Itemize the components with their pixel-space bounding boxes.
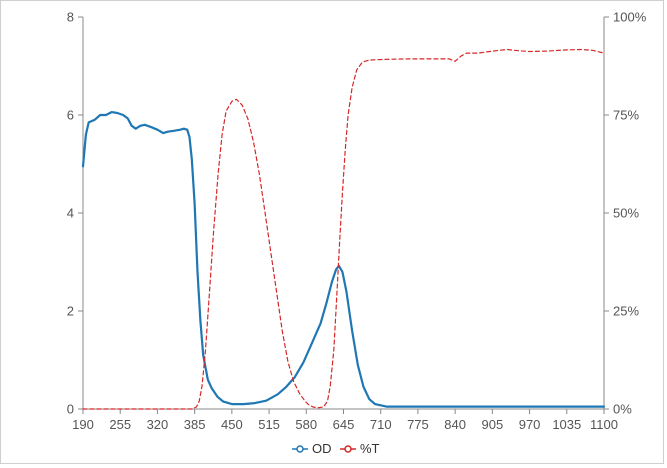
x-tick-label: 190 bbox=[72, 417, 94, 432]
series-line-od bbox=[81, 110, 606, 408]
x-tick-label: 450 bbox=[221, 417, 243, 432]
y2-tick-label: 100% bbox=[613, 10, 647, 25]
x-tick-label: 645 bbox=[333, 417, 355, 432]
y2-tick-label: 25% bbox=[613, 304, 639, 319]
y-tick-label: 2 bbox=[67, 304, 74, 319]
series-line-pctt bbox=[82, 48, 605, 410]
legend-marker bbox=[296, 445, 304, 453]
x-tick-label: 385 bbox=[184, 417, 206, 432]
x-tick-label: 840 bbox=[444, 417, 466, 432]
y2-tick-label: 50% bbox=[613, 206, 639, 221]
x-tick-label: 515 bbox=[258, 417, 280, 432]
y2-tick-label: 0% bbox=[613, 402, 632, 417]
x-tick-label: 580 bbox=[295, 417, 317, 432]
y-tick-label: 4 bbox=[67, 206, 74, 221]
y-tick-label: 6 bbox=[67, 108, 74, 123]
x-tick-label: 775 bbox=[407, 417, 429, 432]
legend-label: OD bbox=[312, 441, 332, 456]
x-tick-label: 1100 bbox=[590, 417, 618, 432]
y-tick-label: 0 bbox=[67, 402, 74, 417]
x-tick-label: 255 bbox=[109, 417, 131, 432]
x-tick-label: 970 bbox=[519, 417, 541, 432]
x-tick-label: 905 bbox=[482, 417, 504, 432]
legend-marker bbox=[344, 445, 352, 453]
x-tick-label: 1035 bbox=[552, 417, 581, 432]
x-tick-label: 710 bbox=[370, 417, 392, 432]
x-tick-label: 320 bbox=[147, 417, 169, 432]
y2-tick-label: 75% bbox=[613, 108, 639, 123]
legend-label: %T bbox=[360, 441, 380, 456]
y-tick-label: 8 bbox=[67, 10, 74, 25]
